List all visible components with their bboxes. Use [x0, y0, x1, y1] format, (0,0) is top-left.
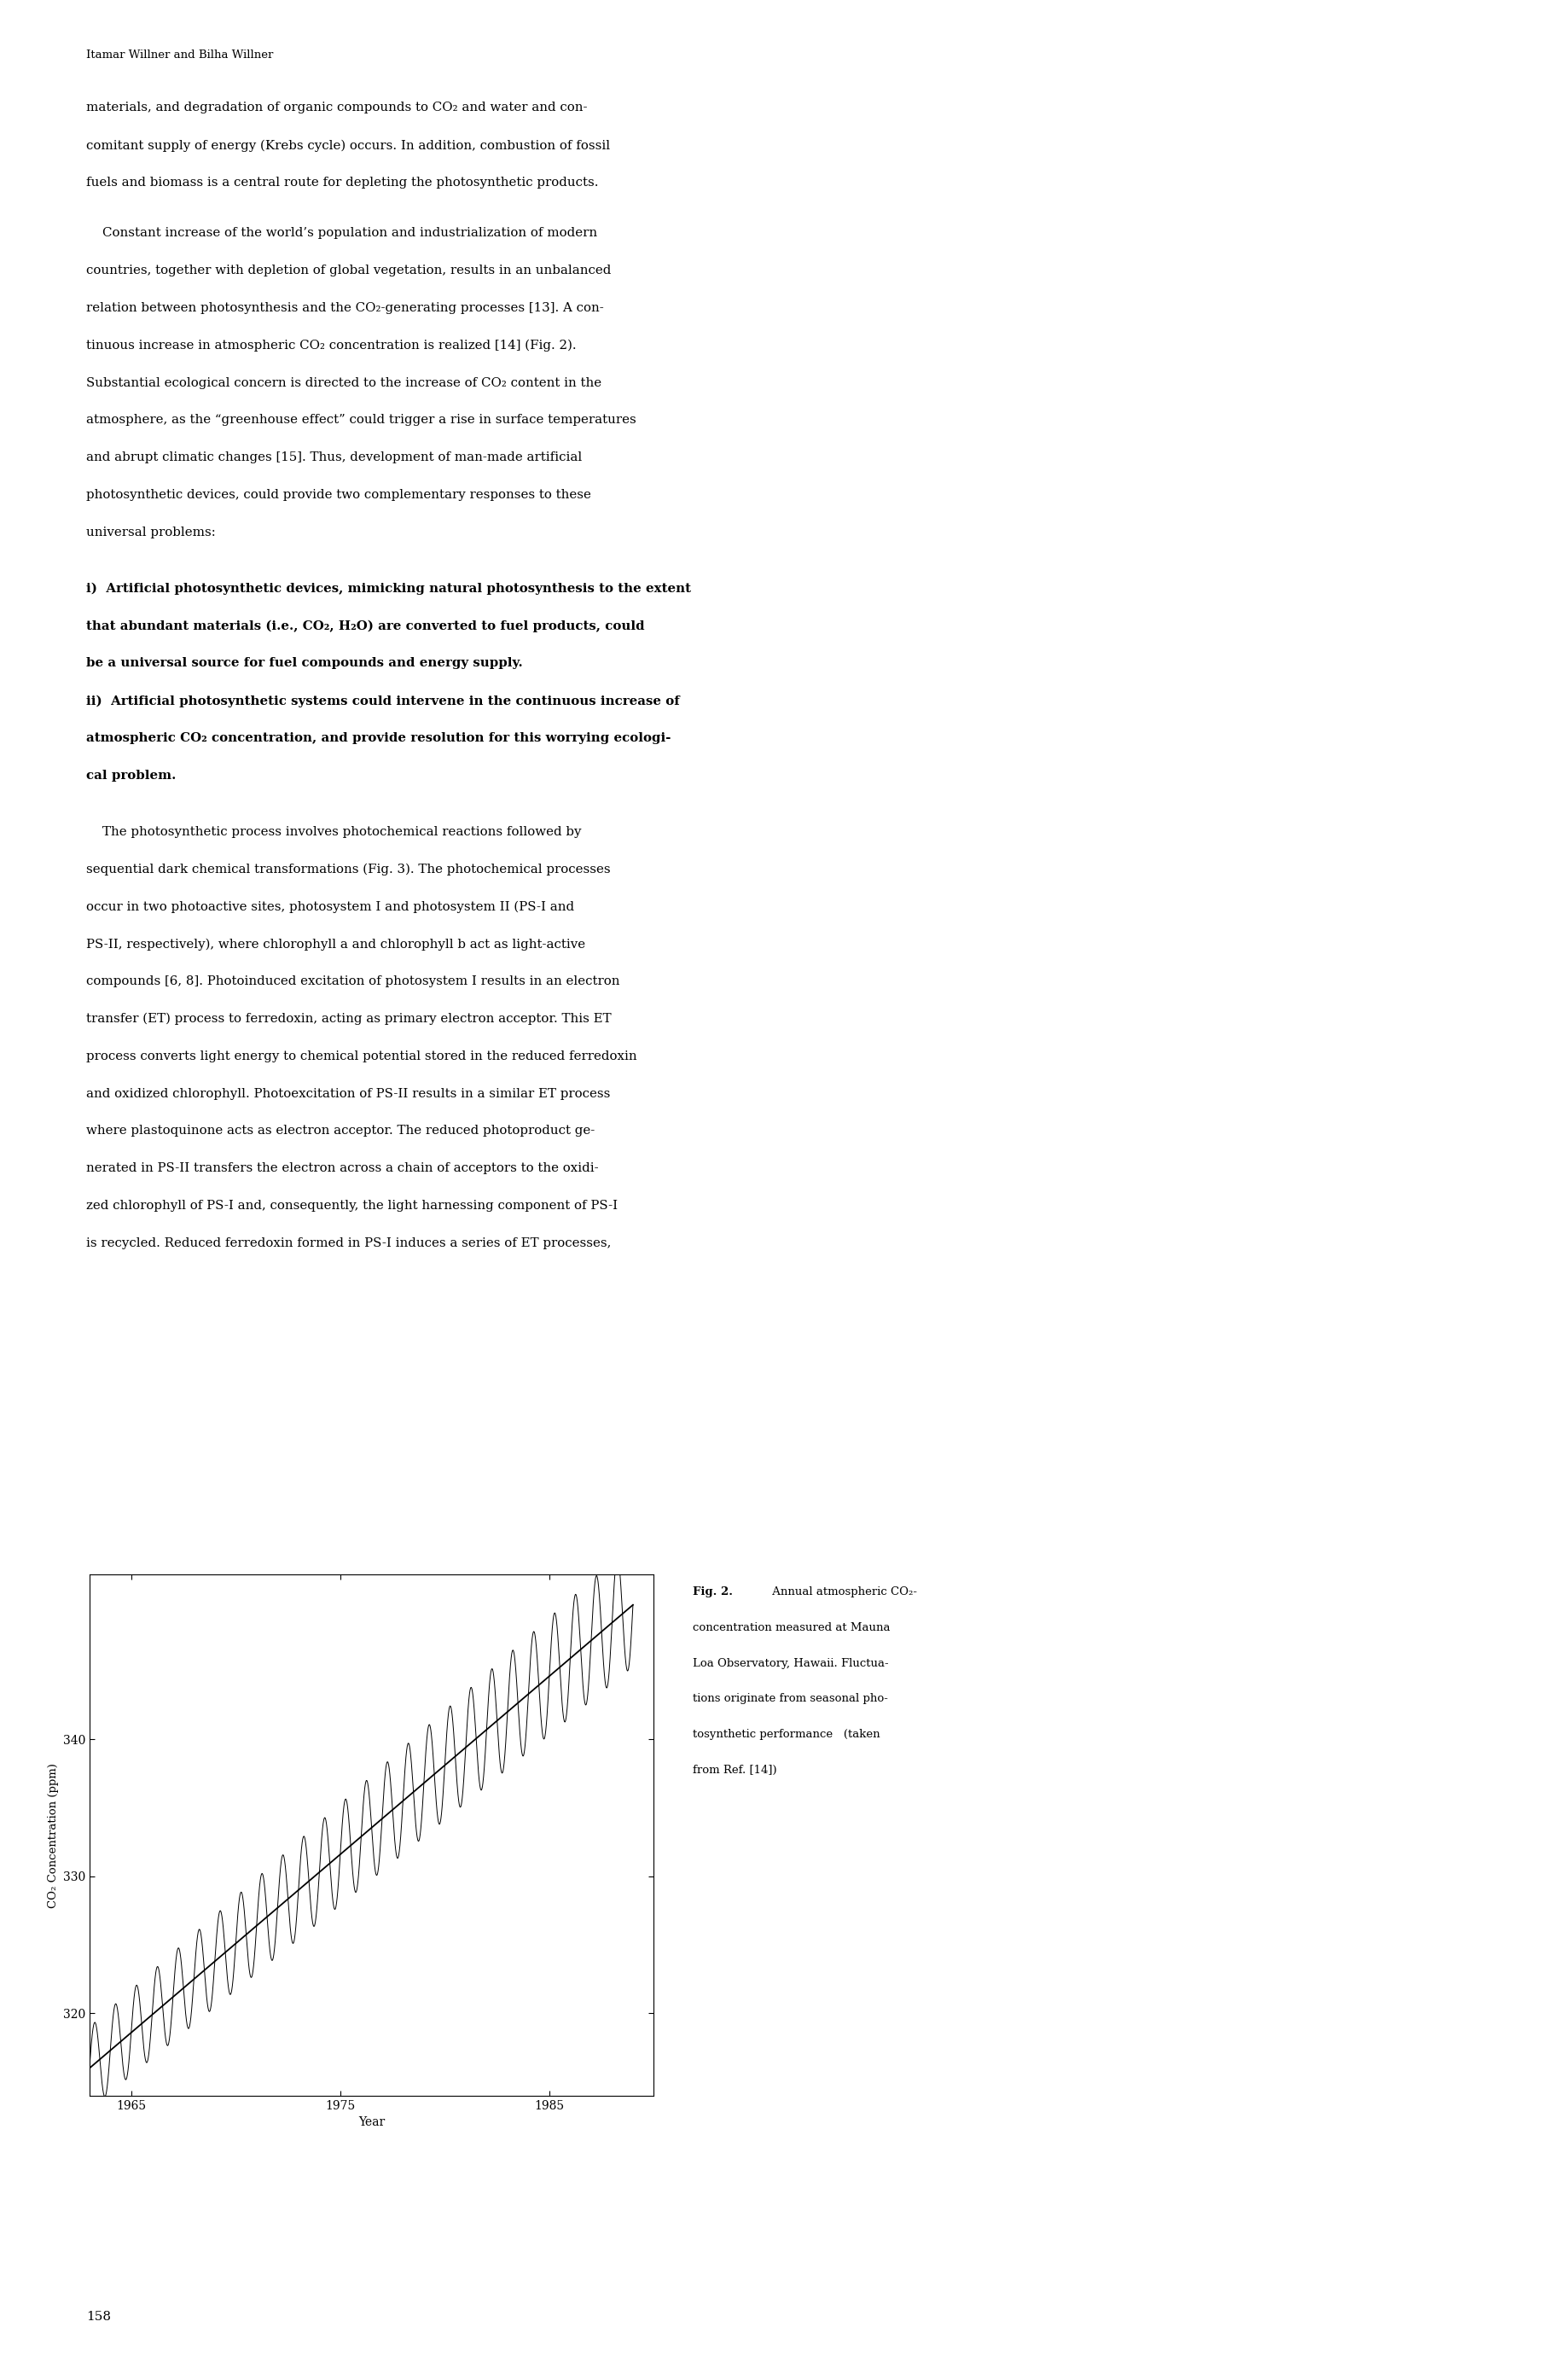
Text: relation between photosynthesis and the CO₂-generating processes [13]. A con-: relation between photosynthesis and the …	[86, 303, 604, 315]
Text: materials, and degradation of organic compounds to CO₂ and water and con-: materials, and degradation of organic co…	[86, 102, 588, 114]
Text: process converts light energy to chemical potential stored in the reduced ferred: process converts light energy to chemica…	[86, 1051, 637, 1063]
Text: fuels and biomass is a central route for depleting the photosynthetic products.: fuels and biomass is a central route for…	[86, 178, 599, 189]
Text: i)  Artificial photosynthetic devices, mimicking natural photosynthesis to the e: i) Artificial photosynthetic devices, mi…	[86, 583, 691, 594]
X-axis label: Year: Year	[358, 2117, 386, 2129]
Y-axis label: CO₂ Concentration (ppm): CO₂ Concentration (ppm)	[49, 1762, 60, 1909]
Text: sequential dark chemical transformations (Fig. 3). The photochemical processes: sequential dark chemical transformations…	[86, 864, 610, 876]
Text: universal problems:: universal problems:	[86, 526, 216, 538]
Text: from Ref. [14]): from Ref. [14])	[693, 1764, 778, 1776]
Text: Constant increase of the world’s population and industrialization of modern: Constant increase of the world’s populat…	[86, 227, 597, 239]
Text: Loa Observatory, Hawaii. Fluctua-: Loa Observatory, Hawaii. Fluctua-	[693, 1658, 889, 1669]
Text: tions originate from seasonal pho-: tions originate from seasonal pho-	[693, 1693, 889, 1705]
Text: compounds [6, 8]. Photoinduced excitation of photosystem I results in an electro: compounds [6, 8]. Photoinduced excitatio…	[86, 976, 619, 987]
Text: ii)  Artificial photosynthetic systems could intervene in the continuous increas: ii) Artificial photosynthetic systems co…	[86, 694, 681, 708]
Text: The photosynthetic process involves photochemical reactions followed by: The photosynthetic process involves phot…	[86, 826, 582, 838]
Text: and oxidized chlorophyll. Photoexcitation of PS-II results in a similar ET proce: and oxidized chlorophyll. Photoexcitatio…	[86, 1087, 610, 1099]
Text: concentration measured at Mauna: concentration measured at Mauna	[693, 1622, 891, 1634]
Text: and abrupt climatic changes [15]. Thus, development of man-made artificial: and abrupt climatic changes [15]. Thus, …	[86, 452, 582, 464]
Text: PS-II, respectively), where chlorophyll a and chlorophyll b act as light-active: PS-II, respectively), where chlorophyll …	[86, 938, 585, 950]
Text: 158: 158	[86, 2311, 111, 2323]
Text: photosynthetic devices, could provide two complementary responses to these: photosynthetic devices, could provide tw…	[86, 490, 591, 502]
Text: comitant supply of energy (Krebs cycle) occurs. In addition, combustion of fossi: comitant supply of energy (Krebs cycle) …	[86, 140, 610, 152]
Text: Substantial ecological concern is directed to the increase of CO₂ content in the: Substantial ecological concern is direct…	[86, 377, 602, 388]
Text: atmosphere, as the “greenhouse effect” could trigger a rise in surface temperatu: atmosphere, as the “greenhouse effect” c…	[86, 414, 637, 426]
Text: where plastoquinone acts as electron acceptor. The reduced photoproduct ge-: where plastoquinone acts as electron acc…	[86, 1125, 594, 1137]
Text: occur in two photoactive sites, photosystem I and photosystem II (PS-I and: occur in two photoactive sites, photosys…	[86, 900, 574, 914]
Text: tosynthetic performance   (taken: tosynthetic performance (taken	[693, 1729, 880, 1740]
Text: atmospheric CO₂ concentration, and provide resolution for this worrying ecologi-: atmospheric CO₂ concentration, and provi…	[86, 732, 671, 744]
Text: transfer (ET) process to ferredoxin, acting as primary electron acceptor. This E: transfer (ET) process to ferredoxin, act…	[86, 1014, 612, 1025]
Text: nerated in PS-II transfers the electron across a chain of acceptors to the oxidi: nerated in PS-II transfers the electron …	[86, 1163, 599, 1175]
Text: be a universal source for fuel compounds and energy supply.: be a universal source for fuel compounds…	[86, 658, 522, 670]
Text: tinuous increase in atmospheric CO₂ concentration is realized [14] (Fig. 2).: tinuous increase in atmospheric CO₂ conc…	[86, 339, 577, 353]
Text: is recycled. Reduced ferredoxin formed in PS-I induces a series of ET processes,: is recycled. Reduced ferredoxin formed i…	[86, 1238, 612, 1250]
Text: that abundant materials (i.e., CO₂, H₂O) are converted to fuel products, could: that abundant materials (i.e., CO₂, H₂O)…	[86, 620, 644, 632]
Text: zed chlorophyll of PS-I and, consequently, the light harnessing component of PS-: zed chlorophyll of PS-I and, consequentl…	[86, 1201, 618, 1212]
Text: Itamar Willner and Bilha Willner: Itamar Willner and Bilha Willner	[86, 50, 273, 62]
Text: countries, together with depletion of global vegetation, results in an unbalance: countries, together with depletion of gl…	[86, 265, 612, 277]
Text: cal problem.: cal problem.	[86, 770, 176, 781]
Text: Fig. 2.: Fig. 2.	[693, 1587, 734, 1598]
Text: Annual atmospheric CO₂-: Annual atmospheric CO₂-	[768, 1587, 917, 1598]
